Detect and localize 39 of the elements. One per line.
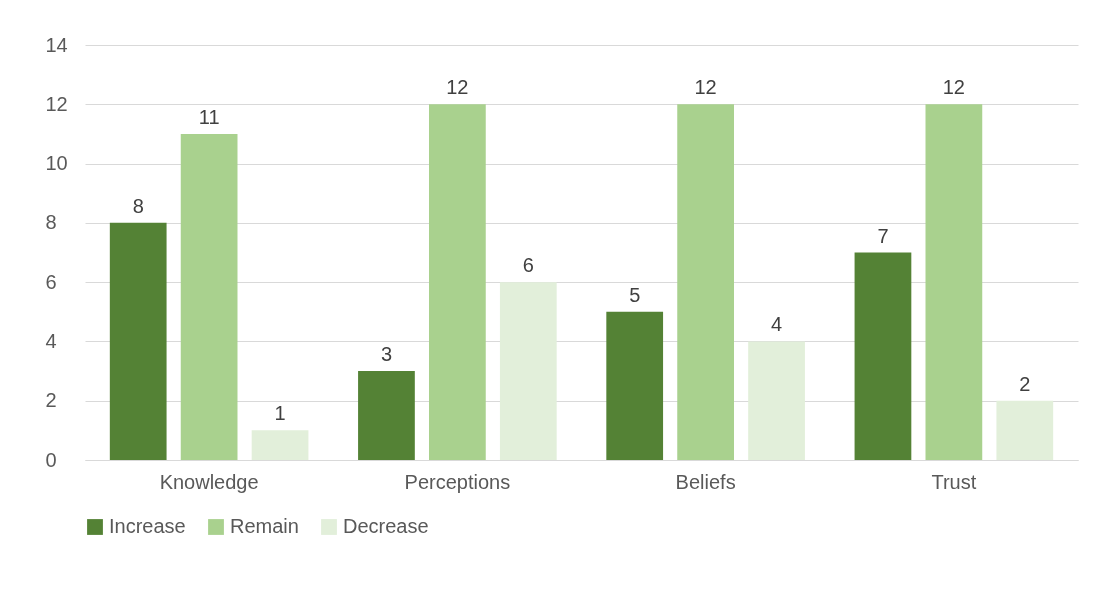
data-label: 5 [629, 283, 641, 306]
bar [996, 400, 1054, 460]
data-label: 1 [274, 402, 286, 425]
bar [748, 341, 805, 460]
y-tick-label: 2 [45, 389, 57, 412]
y-tick-label: 8 [45, 211, 57, 234]
x-tick-label: Trust [931, 470, 977, 493]
y-tick-label: 4 [45, 329, 57, 352]
data-label: 3 [380, 343, 393, 366]
data-label: 11 [198, 105, 220, 128]
bar [854, 252, 912, 460]
y-tick-label: 12 [45, 92, 68, 115]
y-tick-label: 10 [45, 152, 68, 175]
x-tick-label: Knowledge [159, 470, 259, 493]
bar [180, 133, 238, 460]
x-tick-label: Beliefs [675, 470, 736, 493]
x-tick-label: Perceptions [404, 470, 511, 493]
y-tick-label: 14 [45, 33, 68, 56]
legend-label: Increase [109, 515, 186, 537]
bar [677, 104, 734, 460]
y-tick-label: 0 [45, 448, 57, 471]
data-label: 2 [1019, 372, 1031, 395]
data-label: 6 [522, 254, 534, 277]
y-tick-label: 6 [45, 270, 57, 293]
data-label: 4 [770, 313, 783, 336]
data-label: 12 [942, 76, 965, 99]
data-label: 8 [132, 194, 144, 217]
bar [925, 104, 983, 460]
legend-label: Remain [230, 515, 299, 537]
bar [606, 311, 664, 460]
data-label: 12 [694, 76, 717, 99]
bar [109, 222, 167, 460]
data-label: 12 [446, 76, 469, 99]
bar [251, 430, 309, 460]
data-label: 7 [877, 224, 889, 247]
bar [499, 282, 557, 460]
bar [358, 371, 415, 460]
bar [429, 104, 486, 460]
legend-label: Decrease [343, 515, 429, 537]
